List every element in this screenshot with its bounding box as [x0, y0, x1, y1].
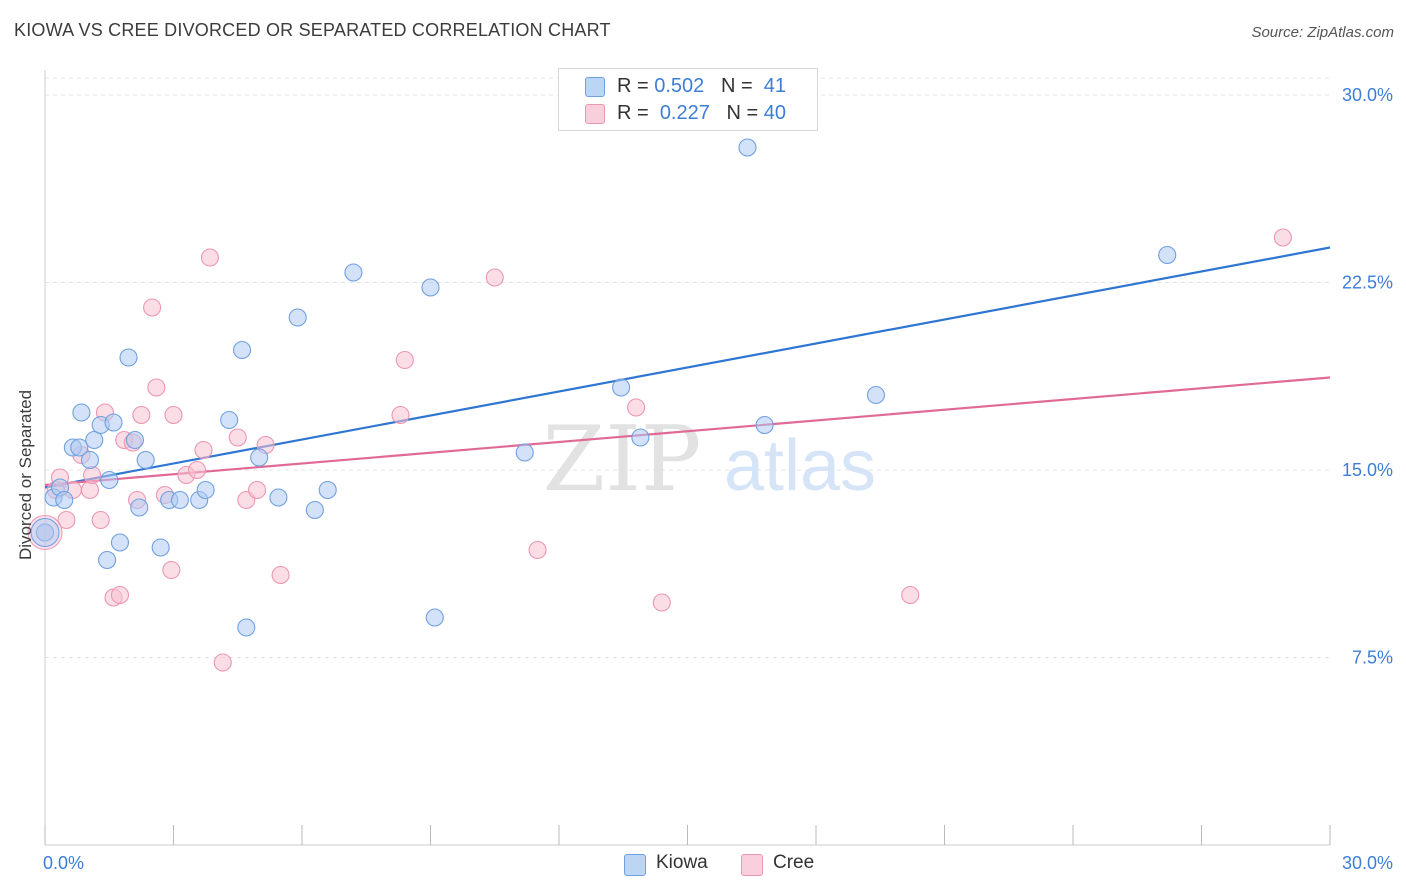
cree-point	[395, 350, 414, 370]
watermark-atlas: atlas	[724, 426, 876, 506]
kiowa-point	[70, 438, 89, 457]
chart-title: KIOWA VS CREE DIVORCED OR SEPARATED CORR…	[14, 20, 611, 40]
n-value-cree: 40	[763, 102, 787, 124]
kiowa-points	[30, 138, 1177, 637]
cree-point	[162, 560, 181, 580]
cree-point	[143, 298, 162, 317]
cree-point	[164, 405, 183, 425]
r-label: R =	[617, 75, 655, 97]
kiowa-point	[196, 480, 215, 500]
cree-point	[91, 510, 110, 530]
kiowa-point	[85, 430, 104, 450]
source-label: Source: ZipAtlas.com	[1251, 24, 1394, 41]
cree-point	[901, 585, 920, 605]
cree-point	[391, 405, 410, 425]
kiowa-point	[125, 430, 144, 450]
kiowa-point	[151, 538, 170, 557]
n-label: N =	[726, 102, 764, 124]
kiowa-swatch	[585, 77, 605, 97]
kiowa-point	[55, 490, 74, 510]
kiowa-point	[1158, 245, 1177, 265]
kiowa-point	[104, 413, 123, 432]
kiowa-point	[269, 488, 288, 507]
kiowa-point	[515, 443, 534, 462]
kiowa-point	[110, 533, 130, 552]
cree-point	[528, 540, 547, 560]
x-tick-label: 0.0%	[43, 853, 84, 873]
cree-point	[213, 653, 232, 672]
kiowa-point	[220, 410, 239, 430]
cree-trend-line	[44, 376, 1331, 487]
cree-point	[1273, 228, 1292, 247]
n-value-kiowa: 41	[763, 75, 787, 97]
kiowa-point	[119, 348, 138, 367]
kiowa-point	[30, 518, 60, 547]
kiowa-point	[305, 500, 324, 520]
cree-legend-label: Cree	[773, 852, 815, 873]
correlation-legend: R = 0.502 N = 41 R = 0.227 N = 40	[558, 68, 818, 131]
cree-point	[188, 460, 207, 480]
kiowa-point	[318, 480, 337, 500]
cree-point	[271, 565, 290, 585]
r-label: R =	[617, 102, 655, 124]
kiowa-point	[288, 308, 307, 327]
kiowa-point	[232, 340, 252, 360]
cree-point	[147, 378, 166, 397]
kiowa-point	[866, 385, 886, 405]
r-value-kiowa: 0.502	[654, 75, 705, 97]
axes	[44, 70, 1331, 846]
tick-labels: 7.5% 15.0% 22.5% 30.0% 0.0% 30.0%	[43, 85, 1393, 873]
cree-point	[83, 465, 102, 485]
kiowa-point	[72, 403, 91, 422]
watermark-zip: ZIP	[543, 407, 702, 512]
kiowa-point	[425, 608, 444, 627]
cree-point	[200, 248, 219, 267]
n-label: N =	[720, 75, 759, 97]
legend-kiowa-text: R = 0.502 N = 41	[617, 75, 786, 98]
kiowa-point	[612, 378, 631, 397]
watermark: ZIP atlas	[543, 407, 876, 512]
cree-point	[110, 585, 130, 605]
y-tick-label: 30.0%	[1342, 85, 1393, 105]
cree-point	[57, 510, 76, 530]
cree-point	[627, 398, 646, 417]
r-value-cree: 0.227	[659, 102, 710, 124]
cree-point	[247, 480, 267, 500]
cree-legend-swatch	[741, 854, 763, 876]
cree-swatch	[585, 104, 605, 124]
series-legend: Kiowa Cree	[0, 852, 1406, 878]
kiowa-point	[136, 450, 155, 470]
kiowa-point	[100, 470, 119, 490]
cree-point	[194, 440, 213, 460]
kiowa-point	[250, 448, 269, 467]
kiowa-point	[344, 263, 363, 282]
kiowa-point	[170, 490, 189, 510]
kiowa-point	[80, 450, 100, 470]
cree-point	[485, 268, 504, 287]
kiowa-point	[631, 428, 650, 447]
kiowa-point	[755, 415, 774, 435]
legend-cree-text: R = 0.227 N = 40	[617, 102, 786, 125]
x-tick-label: 30.0%	[1342, 853, 1393, 873]
cree-point	[228, 428, 247, 447]
y-tick-label: 22.5%	[1342, 273, 1393, 293]
cree-point	[652, 593, 671, 612]
kiowa-point	[738, 138, 757, 157]
kiowa-legend-label: Kiowa	[656, 852, 708, 873]
kiowa-point	[98, 550, 117, 570]
y-tick-label: 15.0%	[1342, 460, 1393, 480]
y-axis-label: Divorced or Separated	[16, 389, 35, 560]
cree-point	[132, 405, 151, 425]
kiowa-point	[421, 278, 440, 297]
y-tick-label: 7.5%	[1352, 648, 1393, 668]
cree-point	[80, 480, 100, 500]
kiowa-point	[237, 618, 256, 637]
kiowa-point	[130, 498, 149, 517]
kiowa-legend-swatch	[624, 854, 646, 876]
